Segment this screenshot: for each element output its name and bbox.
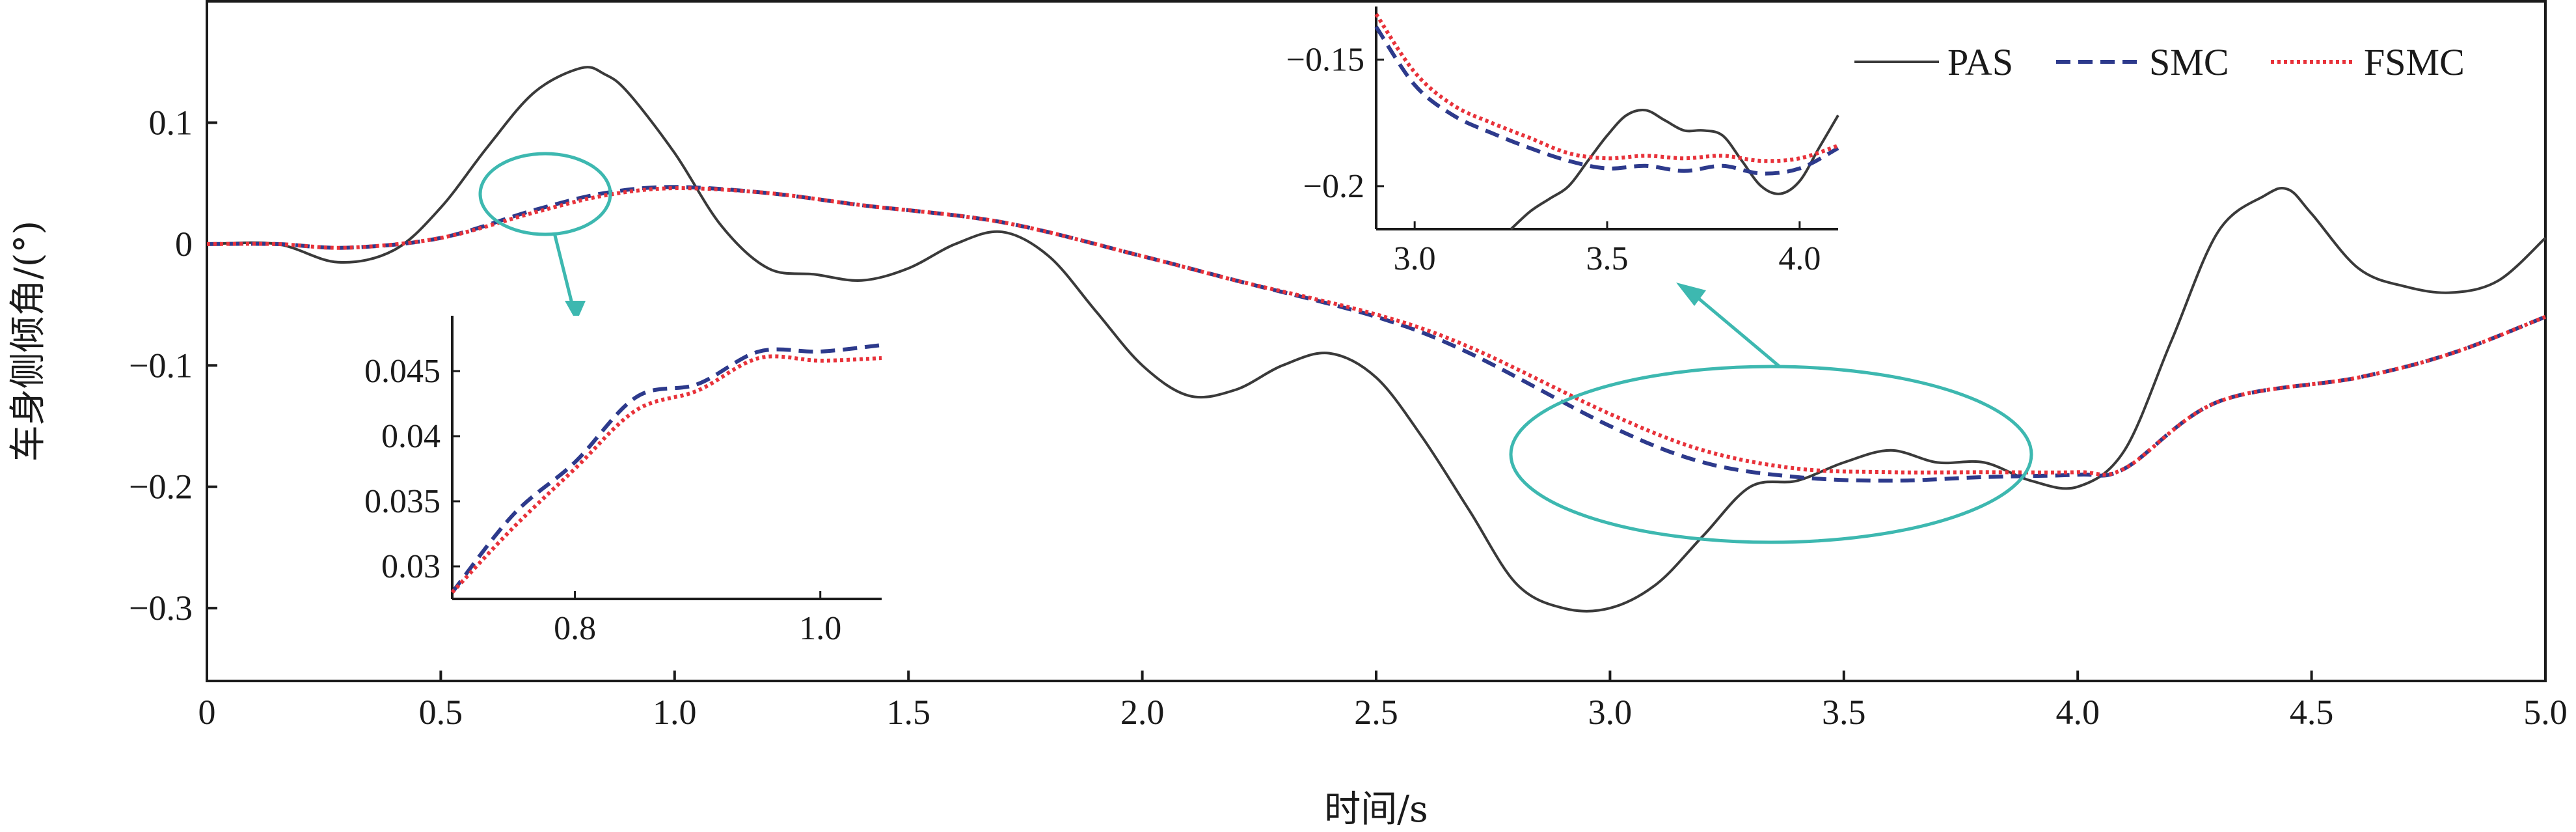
inset-left-ticks: 0.8 1.0 0.045 0.04 0.035 0.03 xyxy=(364,353,841,647)
inset-right-ticks: 3.0 3.5 4.0 −0.15 −0.2 xyxy=(1286,42,1821,277)
inset-y-tick-label: −0.15 xyxy=(1286,42,1364,79)
inset-x-tick-label: 3.0 xyxy=(1394,240,1436,277)
inset-x-tick-label: 3.5 xyxy=(1586,240,1629,277)
inset-series-line-fsmc xyxy=(450,354,882,594)
inset-x-tick-label: 1.0 xyxy=(799,610,841,647)
main-series-group xyxy=(206,66,2547,613)
y-tick-label: −0.1 xyxy=(129,346,193,385)
x-tick-label: 5.0 xyxy=(2523,693,2568,732)
inset-x-tick-label: 0.8 xyxy=(554,610,596,647)
x-tick-label: 0 xyxy=(198,693,216,732)
x-tick-label: 1.0 xyxy=(653,693,697,732)
zoom-arrowhead-right xyxy=(1676,283,1706,306)
series-line-fsmc xyxy=(206,186,2547,477)
y-tick-label: 0.1 xyxy=(149,103,193,142)
x-axis-title: 时间/s xyxy=(1324,788,1428,831)
x-tick-label: 4.5 xyxy=(2290,693,2334,732)
legend-label-pas: PAS xyxy=(1947,41,2013,83)
inset-y-tick-label: 0.045 xyxy=(364,353,441,390)
x-tick-label: 2.0 xyxy=(1120,693,1165,732)
zoom-arrow-left xyxy=(552,232,575,307)
inset-right: 3.0 3.5 4.0 −0.15 −0.2 xyxy=(1286,4,1839,277)
series-line-pas xyxy=(206,66,2547,613)
x-tick-label: 0.5 xyxy=(419,693,463,732)
series-line-smc xyxy=(206,185,2547,483)
zoom-arrow-right xyxy=(1697,297,1781,368)
zoom-ellipse-left xyxy=(478,152,612,236)
y-tick-label: −0.2 xyxy=(129,467,193,506)
y-tick-label: −0.3 xyxy=(129,589,193,628)
inset-y-tick-label: 0.03 xyxy=(381,548,441,585)
zoom-arrowhead-left xyxy=(565,301,586,322)
inset-y-tick-label: 0.035 xyxy=(364,483,441,520)
inset-y-tick-label: 0.04 xyxy=(381,418,441,455)
inset-series-line-smc xyxy=(450,343,882,594)
inset-left-series xyxy=(450,343,882,594)
inset-y-tick-label: −0.2 xyxy=(1303,168,1364,205)
inset-right-series xyxy=(1374,13,1839,230)
x-tick-label: 3.5 xyxy=(1822,693,1866,732)
inset-series-line-smc xyxy=(1374,25,1839,176)
y-tick-label: 0 xyxy=(175,225,193,264)
inset-x-tick-label: 4.0 xyxy=(1778,240,1821,277)
inset-left: 0.8 1.0 0.045 0.04 0.035 0.03 xyxy=(364,316,882,647)
inset-series-line-pas xyxy=(1510,108,1839,230)
zoom-ellipse-right xyxy=(1509,365,2033,544)
legend-label-smc: SMC xyxy=(2149,41,2229,83)
x-tick-label: 4.0 xyxy=(2055,693,2100,732)
y-axis-ticks: 0.1 0 −0.1 −0.2 −0.3 xyxy=(129,103,217,628)
legend: PAS SMC FSMC xyxy=(1854,41,2465,83)
x-tick-label: 3.0 xyxy=(1588,693,1633,732)
y-axis-title: 车身侧倾角/(°) xyxy=(7,221,49,462)
x-axis-ticks: 0 0.5 1.0 1.5 2.0 2.5 3.0 3.5 4.0 4.5 5.0 xyxy=(198,671,2568,732)
x-tick-label: 1.5 xyxy=(886,693,930,732)
legend-label-fsmc: FSMC xyxy=(2364,41,2465,83)
x-tick-label: 2.5 xyxy=(1354,693,1398,732)
